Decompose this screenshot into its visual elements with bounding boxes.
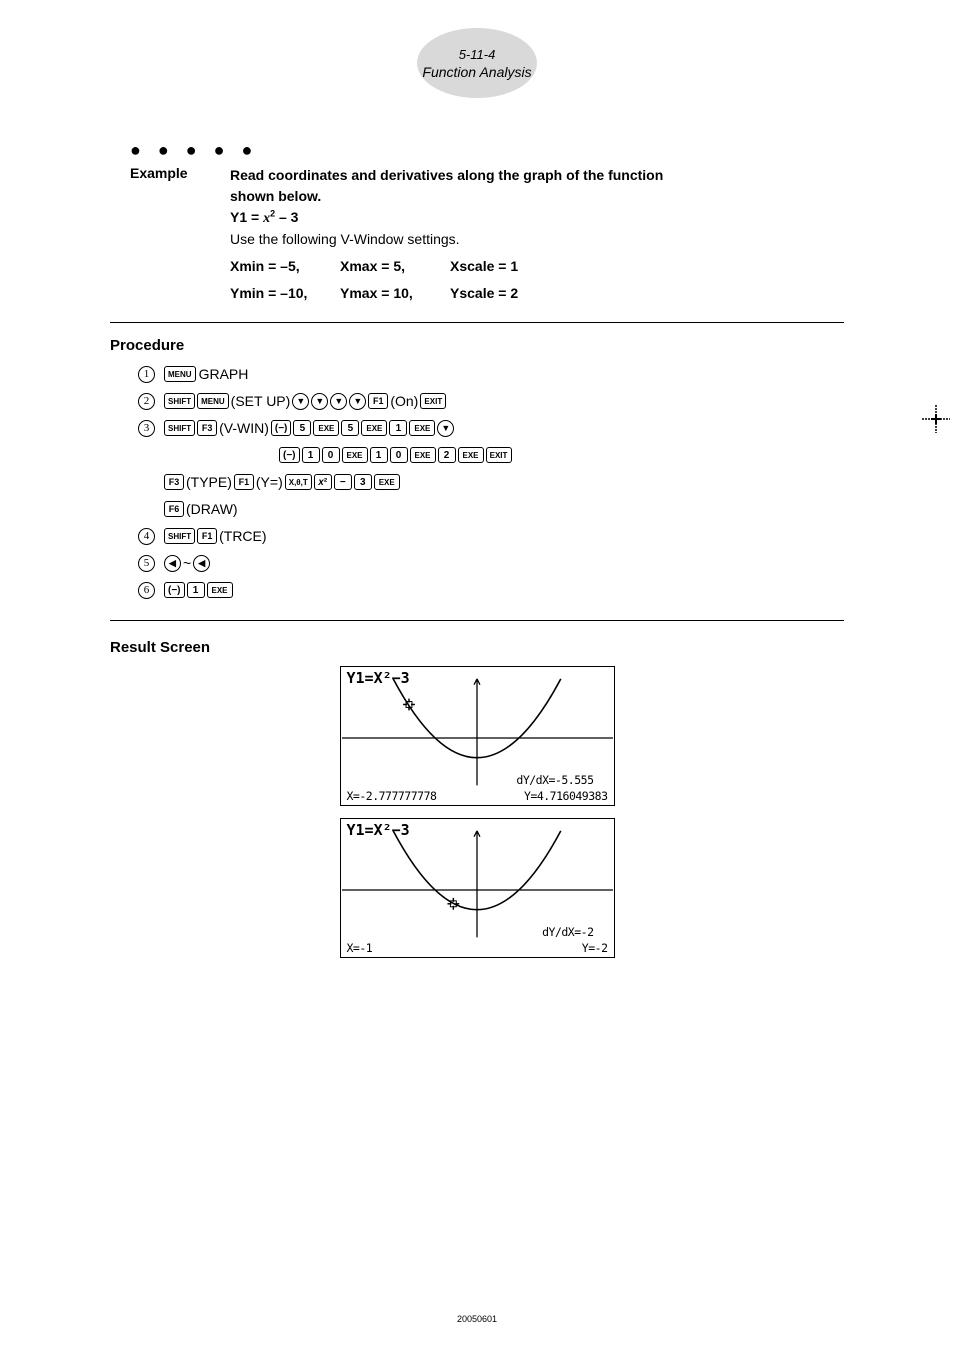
section-title: Function Analysis — [422, 64, 531, 80]
paren-text: (V-WIN) — [219, 420, 269, 436]
down-arrow-key: ▼ — [311, 393, 328, 410]
xscale: Xscale = 1 — [450, 256, 560, 277]
xmin: Xmin = –5, — [230, 256, 340, 277]
result-screen-1: Y1=X²−3 — [340, 666, 615, 806]
xtheta-key: X,θ,T — [285, 474, 312, 490]
shift-key: SHIFT — [164, 528, 195, 544]
paren-text: (TRCE) — [219, 528, 266, 544]
f3-key: F3 — [164, 474, 184, 490]
header-badge: 5-11-4 Function Analysis — [417, 28, 537, 98]
exe-key: EXE — [207, 582, 233, 598]
num-key: 5 — [293, 420, 311, 436]
proc-step-3b: (−) 1 0 EXE 1 0 EXE 2 EXE EXIT — [278, 445, 844, 465]
header-circle: 5-11-4 Function Analysis — [417, 28, 537, 98]
menu-key: MENU — [164, 366, 196, 382]
proc-step-3: 3 SHIFT F3 (V-WIN) (−) 5 EXE 5 EXE 1 EXE… — [138, 418, 844, 438]
down-arrow-key: ▼ — [349, 393, 366, 410]
section-number: 5-11-4 — [459, 47, 496, 62]
exe-key: EXE — [458, 447, 484, 463]
tilde: ~ — [183, 555, 191, 571]
example-dots: ● ● ● ● ● — [130, 140, 844, 161]
proc-step-3d: F6 (DRAW) — [163, 499, 844, 519]
down-arrow-key: ▼ — [330, 393, 347, 410]
xmax: Xmax = 5, — [340, 256, 450, 277]
proc-step-5: 5 ◀ ~ ◀ — [138, 553, 844, 573]
exe-key: EXE — [374, 474, 400, 490]
paren-text: (Y=) — [256, 474, 283, 490]
crop-mark-icon — [922, 405, 950, 438]
lcd-x: X=‑2.777777778 — [347, 789, 437, 803]
num-key: 5 — [341, 420, 359, 436]
example-desc-1: Read coordinates and derivatives along t… — [230, 167, 663, 183]
use-text: Use the following V-Window settings. — [230, 231, 460, 247]
lcd-y: Y=4.716049383 — [524, 789, 608, 803]
neg-key: (−) — [271, 420, 292, 436]
num-key: 0 — [390, 447, 408, 463]
neg-key: (−) — [164, 582, 185, 598]
footer-date: 20050601 — [457, 1314, 497, 1324]
step-num: 3 — [138, 420, 155, 437]
paren-text: (On) — [390, 393, 418, 409]
step-num: 1 — [138, 366, 155, 383]
lcd-x: X=‑1 — [347, 941, 373, 955]
neg-key: (−) — [279, 447, 300, 463]
xsq-key: x² — [314, 474, 332, 490]
lcd-deriv: dY/dX=‑2 — [542, 925, 593, 939]
example-body: Read coordinates and derivatives along t… — [230, 165, 663, 304]
minus-key: − — [334, 474, 352, 490]
paren-text: (TYPE) — [186, 474, 232, 490]
proc-step-2: 2 SHIFT MENU (SET UP) ▼ ▼ ▼ ▼ F1 (On) EX… — [138, 391, 844, 411]
f3-key: F3 — [197, 420, 217, 436]
proc-step-1: 1 MENU GRAPH — [138, 364, 844, 384]
exit-key: EXIT — [486, 447, 512, 463]
paren-text: (DRAW) — [186, 501, 238, 517]
exe-key: EXE — [410, 447, 436, 463]
down-arrow-key: ▼ — [292, 393, 309, 410]
divider — [110, 620, 844, 621]
num-key: 3 — [354, 474, 372, 490]
left-arrow-key: ◀ — [193, 555, 210, 572]
lcd-deriv: dY/dX=‑5.555 — [516, 773, 593, 787]
proc-step-3c: F3 (TYPE) F1 (Y=) X,θ,T x² − 3 EXE — [163, 472, 844, 492]
menu-key: MENU — [197, 393, 229, 409]
step-num: 2 — [138, 393, 155, 410]
procedure-list: 1 MENU GRAPH 2 SHIFT MENU (SET UP) ▼ ▼ ▼… — [138, 364, 844, 600]
step-num: 5 — [138, 555, 155, 572]
num-key: 2 — [438, 447, 456, 463]
exe-key: EXE — [342, 447, 368, 463]
result-title: Result Screen — [110, 639, 844, 656]
example-desc-2: shown below. — [230, 188, 321, 204]
step-num: 4 — [138, 528, 155, 545]
f1-key: F1 — [368, 393, 388, 409]
num-key: 1 — [187, 582, 205, 598]
num-key: 0 — [322, 447, 340, 463]
shift-key: SHIFT — [164, 420, 195, 436]
left-arrow-key: ◀ — [164, 555, 181, 572]
example-label: Example — [130, 165, 230, 304]
lcd-y: Y=‑2 — [582, 941, 608, 955]
num-key: 1 — [389, 420, 407, 436]
divider — [110, 322, 844, 323]
proc-step-6: 6 (−) 1 EXE — [138, 580, 844, 600]
exe-key: EXE — [409, 420, 435, 436]
f6-key: F6 — [164, 501, 184, 517]
num-key: 1 — [302, 447, 320, 463]
result-screen-2: Y1=X²−3 — [340, 818, 615, 958]
ymin: Ymin = –10, — [230, 283, 340, 304]
exe-key: EXE — [361, 420, 387, 436]
num-key: 1 — [370, 447, 388, 463]
procedure-title: Procedure — [110, 337, 844, 354]
step-num: 6 — [138, 582, 155, 599]
paren-text: (SET UP) — [231, 393, 291, 409]
f1-key: F1 — [197, 528, 217, 544]
shift-key: SHIFT — [164, 393, 195, 409]
exe-key: EXE — [313, 420, 339, 436]
exit-key: EXIT — [420, 393, 446, 409]
down-arrow-key: ▼ — [437, 420, 454, 437]
ymax: Ymax = 10, — [340, 283, 450, 304]
step-text: GRAPH — [199, 366, 249, 382]
f1-key: F1 — [234, 474, 254, 490]
yscale: Yscale = 2 — [450, 283, 560, 304]
proc-step-4: 4 SHIFT F1 (TRCE) — [138, 526, 844, 546]
